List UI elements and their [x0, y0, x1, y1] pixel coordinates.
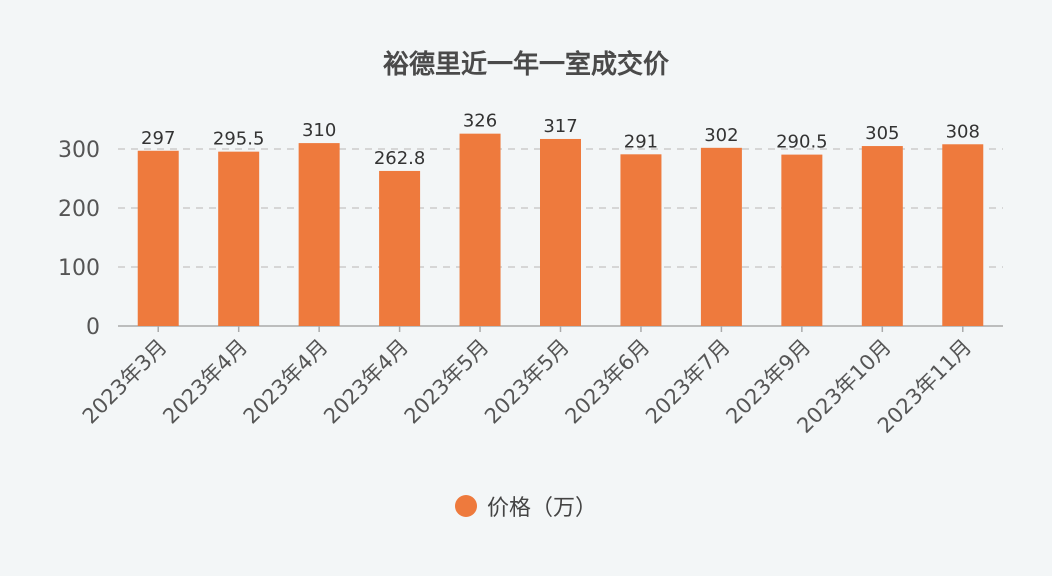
data-label: 302 — [704, 125, 738, 146]
bar[interactable] — [700, 147, 742, 326]
data-label: 291 — [624, 131, 658, 152]
x-tick-label: 2023年5月 — [480, 335, 574, 429]
data-label: 262.8 — [374, 148, 426, 169]
x-tick-label: 2023年5月 — [400, 335, 494, 429]
x-tick-label: 2023年4月 — [319, 335, 413, 429]
data-label: 310 — [302, 120, 336, 141]
bar[interactable] — [379, 170, 421, 326]
x-tick-label: 2023年6月 — [561, 335, 655, 429]
legend-swatch-icon — [454, 495, 477, 517]
data-label: 308 — [946, 121, 980, 142]
bar[interactable] — [218, 151, 260, 326]
y-tick-label: 200 — [58, 197, 100, 222]
bar[interactable] — [137, 150, 179, 326]
chart-title: 裕德里近一年一室成交价 — [382, 50, 669, 80]
x-tick-label: 2023年4月 — [158, 335, 252, 429]
data-label: 297 — [141, 128, 175, 149]
data-label: 305 — [865, 123, 899, 144]
bar[interactable] — [298, 143, 340, 326]
y-tick-label: 100 — [58, 256, 100, 281]
y-tick-label: 0 — [86, 315, 100, 340]
y-tick-label: 300 — [58, 138, 100, 163]
data-label: 295.5 — [213, 129, 265, 150]
x-tick-label: 2023年7月 — [641, 335, 735, 429]
bar[interactable] — [620, 154, 662, 326]
bar[interactable] — [942, 144, 984, 326]
x-tick-label: 2023年3月 — [78, 335, 172, 429]
bar[interactable] — [861, 146, 903, 326]
x-tick-label: 2023年4月 — [239, 335, 333, 429]
data-label: 317 — [543, 116, 577, 137]
data-label: 290.5 — [776, 132, 828, 153]
legend-label: 价格（万） — [486, 496, 597, 521]
bar[interactable] — [540, 138, 581, 326]
legend[interactable]: 价格（万） — [0, 490, 1052, 522]
data-label: 326 — [463, 111, 497, 132]
bar[interactable] — [781, 154, 823, 326]
bar[interactable] — [459, 133, 501, 326]
